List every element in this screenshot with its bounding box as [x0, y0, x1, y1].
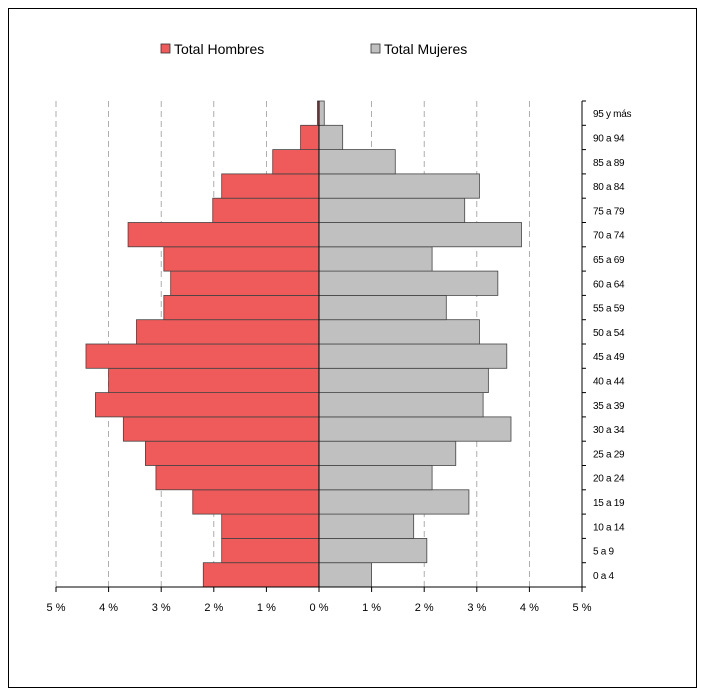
- y-tick-label: 20 a 24: [593, 474, 625, 485]
- y-tick-label: 85 a 89: [593, 158, 625, 169]
- y-tick-label: 80 a 84: [593, 182, 625, 193]
- bar-mujeres: [318, 222, 522, 248]
- x-tick-label: 3 %: [467, 602, 486, 614]
- axes: [55, 100, 586, 592]
- bar-mujeres: [318, 270, 499, 296]
- bar-mujeres: [318, 173, 480, 199]
- bar-mujeres: [318, 538, 428, 564]
- bars: [85, 100, 522, 588]
- legend-swatch: [370, 43, 381, 54]
- y-tick-label: 90 a 94: [593, 133, 625, 144]
- bar-mujeres: [318, 149, 396, 175]
- bar-mujeres: [318, 465, 433, 491]
- bar-mujeres: [318, 489, 470, 515]
- x-tick-label: 2 %: [204, 602, 223, 614]
- bar-mujeres: [318, 392, 484, 418]
- y-tick-label: 0 a 4: [593, 571, 614, 582]
- bar-hombres: [192, 489, 320, 515]
- bar-mujeres: [318, 197, 466, 223]
- bar-hombres: [221, 513, 320, 539]
- bar-hombres: [163, 294, 320, 321]
- y-tick-label: 45 a 49: [593, 352, 625, 363]
- x-tick-label: 2 %: [415, 602, 434, 614]
- legend-label: Total Mujeres: [384, 41, 467, 57]
- y-tick-label: 55 a 59: [593, 304, 625, 315]
- x-tick-label: 5 %: [573, 602, 592, 614]
- bar-mujeres: [318, 343, 508, 369]
- y-tick-label: 35 a 39: [593, 401, 625, 412]
- bar-mujeres: [318, 246, 433, 272]
- bar-hombres: [85, 343, 320, 369]
- x-tick-label: 4 %: [99, 602, 118, 614]
- bar-hombres: [212, 197, 320, 223]
- y-tick-label: 15 a 19: [593, 498, 625, 509]
- bar-mujeres: [318, 367, 489, 393]
- bar-mujeres: [318, 416, 512, 442]
- bar-hombres: [145, 440, 320, 466]
- bar-mujeres: [318, 440, 457, 466]
- x-tick-label: 4 %: [520, 602, 539, 614]
- bar-hombres: [170, 270, 320, 296]
- x-tick-label: 0 %: [310, 602, 329, 614]
- y-tick-label: 65 a 69: [593, 255, 625, 266]
- bar-hombres: [127, 222, 320, 248]
- population-pyramid-chart: 5 % 4 % 3 % 2 % 1 % 0 % 1 % 2 % 3 % 4 % 5 % 0 a 4 5…: [47, 41, 632, 614]
- x-tick-label: 1 %: [362, 602, 381, 614]
- y-tick-label: 95 y más: [593, 109, 631, 120]
- bar-mujeres: [318, 100, 325, 126]
- y-tick-label: 50 a 54: [593, 328, 625, 339]
- y-tick-label: 60 a 64: [593, 279, 625, 290]
- x-tick-label: 3 %: [152, 602, 171, 614]
- bar-mujeres: [318, 562, 372, 588]
- bar-mujeres: [318, 124, 344, 151]
- bar-hombres: [221, 173, 320, 199]
- y-tick-labels: 0 a 4 5 a 9 10 a 14 15 a 19 20 a 24 25 a 29 30…: [593, 109, 632, 582]
- bar-mujeres: [318, 294, 447, 321]
- bar-hombres: [95, 392, 320, 418]
- bar-mujeres: [318, 319, 480, 345]
- x-tick-label: 1 %: [257, 602, 276, 614]
- y-tick-label: 25 a 29: [593, 449, 625, 460]
- bar-hombres: [300, 124, 320, 151]
- bar-hombres: [202, 562, 320, 588]
- y-tick-label: 30 a 34: [593, 425, 625, 436]
- bar-hombres: [272, 149, 320, 175]
- x-tick-label: 5 %: [47, 602, 66, 614]
- bar-hombres: [122, 416, 320, 442]
- bar-hombres: [163, 246, 320, 272]
- bar-mujeres: [318, 513, 415, 539]
- legend-label: Total Hombres: [174, 41, 264, 57]
- x-tick-labels: 5 % 4 % 3 % 2 % 1 % 0 % 1 % 2 % 3 % 4 % 5 %: [47, 602, 592, 614]
- y-tick-label: 10 a 14: [593, 522, 625, 533]
- y-tick-label: 75 a 79: [593, 206, 625, 217]
- legend: Total Hombres Total Mujeres: [160, 41, 467, 57]
- y-tick-label: 5 a 9: [593, 547, 614, 558]
- bar-hombres: [108, 367, 320, 393]
- y-tick-label: 40 a 44: [593, 376, 625, 387]
- bar-hombres: [155, 465, 320, 491]
- y-tick-label: 70 a 74: [593, 231, 625, 242]
- legend-swatch: [160, 43, 171, 54]
- bar-hombres: [136, 319, 320, 345]
- bar-hombres: [221, 538, 320, 564]
